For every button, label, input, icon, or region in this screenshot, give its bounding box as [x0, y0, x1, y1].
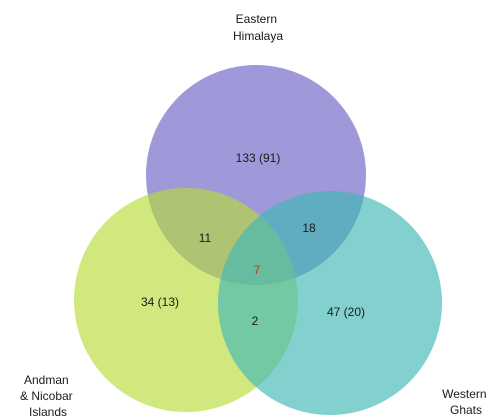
- region-an-wg-overlap: 2: [252, 314, 259, 328]
- set-label-eastern-himalaya: Eastern Himalaya: [233, 12, 283, 43]
- region-andaman-nicobar-only: 34 (13): [141, 295, 179, 309]
- set-label-western-ghats: Western Ghats: [442, 387, 490, 417]
- region-eh-wg-overlap: 18: [302, 221, 316, 235]
- region-western-ghats-only: 47 (20): [327, 305, 365, 319]
- circle-western-ghats: [218, 191, 442, 415]
- region-eastern-himalaya-only: 133 (91): [236, 151, 281, 165]
- region-all-three-overlap: 7: [254, 263, 261, 277]
- set-label-andaman-nicobar: Andman & Nicobar Islands: [20, 373, 76, 418]
- region-eh-an-overlap: 11: [199, 231, 212, 245]
